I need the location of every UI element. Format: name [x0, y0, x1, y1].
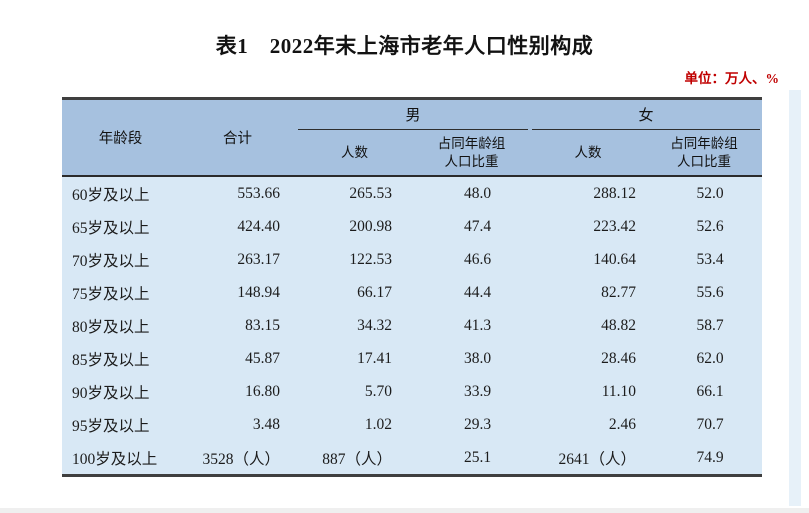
- cell-male-share: 44.4: [463, 283, 492, 301]
- cell-age: 90岁及以上: [72, 384, 150, 402]
- cell-male-share: 25.1: [463, 448, 492, 466]
- table-row: 80岁及以上 83.15 34.32 41.3 48.82 58.7: [62, 309, 762, 342]
- cell-female-count: 28.46: [601, 349, 636, 367]
- cell-total: 83.15: [245, 316, 280, 334]
- cell-male-count: 66.17: [357, 283, 392, 301]
- cell-total: 16.80: [245, 382, 280, 400]
- table-row: 90岁及以上 16.80 5.70 33.9 11.10 66.1: [62, 375, 762, 408]
- header-male-share: 占同年龄组 人口比重: [437, 135, 506, 169]
- cell-age: 95岁及以上: [72, 417, 150, 435]
- cell-total: 263.17: [237, 250, 280, 268]
- cell-age: 80岁及以上: [72, 318, 150, 336]
- header-male-count: 人数: [341, 144, 368, 160]
- cell-female-count: 11.10: [601, 382, 636, 400]
- header-female-label: 女: [638, 108, 654, 124]
- cell-total: 45.87: [245, 349, 280, 367]
- cell-male-share: 41.3: [463, 316, 492, 334]
- table-row: 100岁及以上 3528（人） 887（人） 25.1 2641（人） 74.9: [62, 441, 762, 474]
- table-row: 60岁及以上 553.66 265.53 48.0 288.12 52.0: [62, 177, 762, 210]
- cell-female-count: 82.77: [601, 283, 636, 301]
- cell-female-share: 66.1: [696, 382, 724, 400]
- population-table: 年龄段 合计 男 女 人数 占同年龄组 人口比重 人数 占同年龄组 人口比重 6…: [62, 97, 762, 477]
- cell-total: 148.94: [237, 283, 280, 301]
- cell-male-count: 887（人）: [322, 450, 392, 468]
- header-female-count: 人数: [574, 144, 602, 160]
- cell-male-share: 46.6: [463, 250, 492, 268]
- cell-male-count: 265.53: [349, 184, 392, 202]
- cell-age: 65岁及以上: [72, 219, 150, 237]
- cell-total: 553.66: [237, 184, 280, 202]
- table-row: 75岁及以上 148.94 66.17 44.4 82.77 55.6: [62, 276, 762, 309]
- cell-female-share: 52.6: [696, 217, 724, 235]
- cell-age: 75岁及以上: [72, 285, 150, 303]
- cell-female-count: 223.42: [593, 217, 636, 235]
- cell-age: 100岁及以上: [72, 450, 158, 468]
- cell-female-share: 70.7: [696, 415, 724, 433]
- right-edge-strip: [789, 90, 801, 506]
- cell-female-share: 58.7: [696, 316, 724, 334]
- cell-male-share: 47.4: [463, 217, 492, 235]
- table-row: 95岁及以上 3.48 1.02 29.3 2.46 70.7: [62, 408, 762, 441]
- table-body: 60岁及以上 553.66 265.53 48.0 288.12 52.0 65…: [62, 177, 762, 474]
- cell-total: 424.40: [237, 217, 280, 235]
- cell-female-share: 53.4: [696, 250, 724, 268]
- cell-female-count: 2641（人）: [558, 450, 636, 468]
- cell-age: 60岁及以上: [72, 186, 150, 204]
- table-row: 65岁及以上 424.40 200.98 47.4 223.42 52.6: [62, 210, 762, 243]
- cell-female-share: 52.0: [696, 184, 724, 202]
- cell-female-count: 48.82: [601, 316, 636, 334]
- table-header: 年龄段 合计 男 女 人数 占同年龄组 人口比重 人数 占同年龄组 人口比重: [62, 100, 762, 177]
- table-title: 表1 2022年末上海市老年人口性别构成: [215, 34, 594, 58]
- cell-age: 85岁及以上: [72, 351, 150, 369]
- female-group-rule: [532, 129, 760, 130]
- table-row: 85岁及以上 45.87 17.41 38.0 28.46 62.0: [62, 342, 762, 375]
- unit-note: 单位：万人、%: [684, 71, 780, 86]
- cell-female-count: 140.64: [593, 250, 636, 268]
- cell-female-count: 2.46: [608, 415, 636, 433]
- header-female-share: 占同年龄组 人口比重: [670, 135, 738, 169]
- cell-total: 3528（人）: [202, 450, 280, 468]
- cell-male-count: 5.70: [364, 382, 392, 400]
- cell-male-share: 48.0: [463, 184, 492, 202]
- header-group-male: 男: [296, 100, 530, 130]
- cell-female-share: 55.6: [696, 283, 724, 301]
- cell-male-share: 29.3: [463, 415, 492, 433]
- header-total: 合计: [223, 131, 252, 147]
- cell-male-count: 200.98: [349, 217, 392, 235]
- cell-male-share: 38.0: [463, 349, 492, 367]
- cell-male-count: 122.53: [349, 250, 392, 268]
- bottom-edge-strip: [0, 508, 809, 513]
- cell-male-count: 17.41: [357, 349, 392, 367]
- header-male-label: 男: [405, 108, 421, 124]
- cell-male-share: 33.9: [463, 382, 492, 400]
- cell-female-share: 62.0: [696, 349, 724, 367]
- cell-male-count: 34.32: [357, 316, 392, 334]
- male-group-rule: [298, 129, 528, 130]
- cell-female-share: 74.9: [696, 448, 724, 466]
- cell-total: 3.48: [252, 415, 280, 433]
- cell-female-count: 288.12: [593, 184, 636, 202]
- table-row: 70岁及以上 263.17 122.53 46.6 140.64 53.4: [62, 243, 762, 276]
- header-age-group: 年龄段: [98, 131, 143, 147]
- header-group-female: 女: [530, 100, 762, 130]
- cell-male-count: 1.02: [364, 415, 392, 433]
- cell-age: 70岁及以上: [72, 252, 150, 270]
